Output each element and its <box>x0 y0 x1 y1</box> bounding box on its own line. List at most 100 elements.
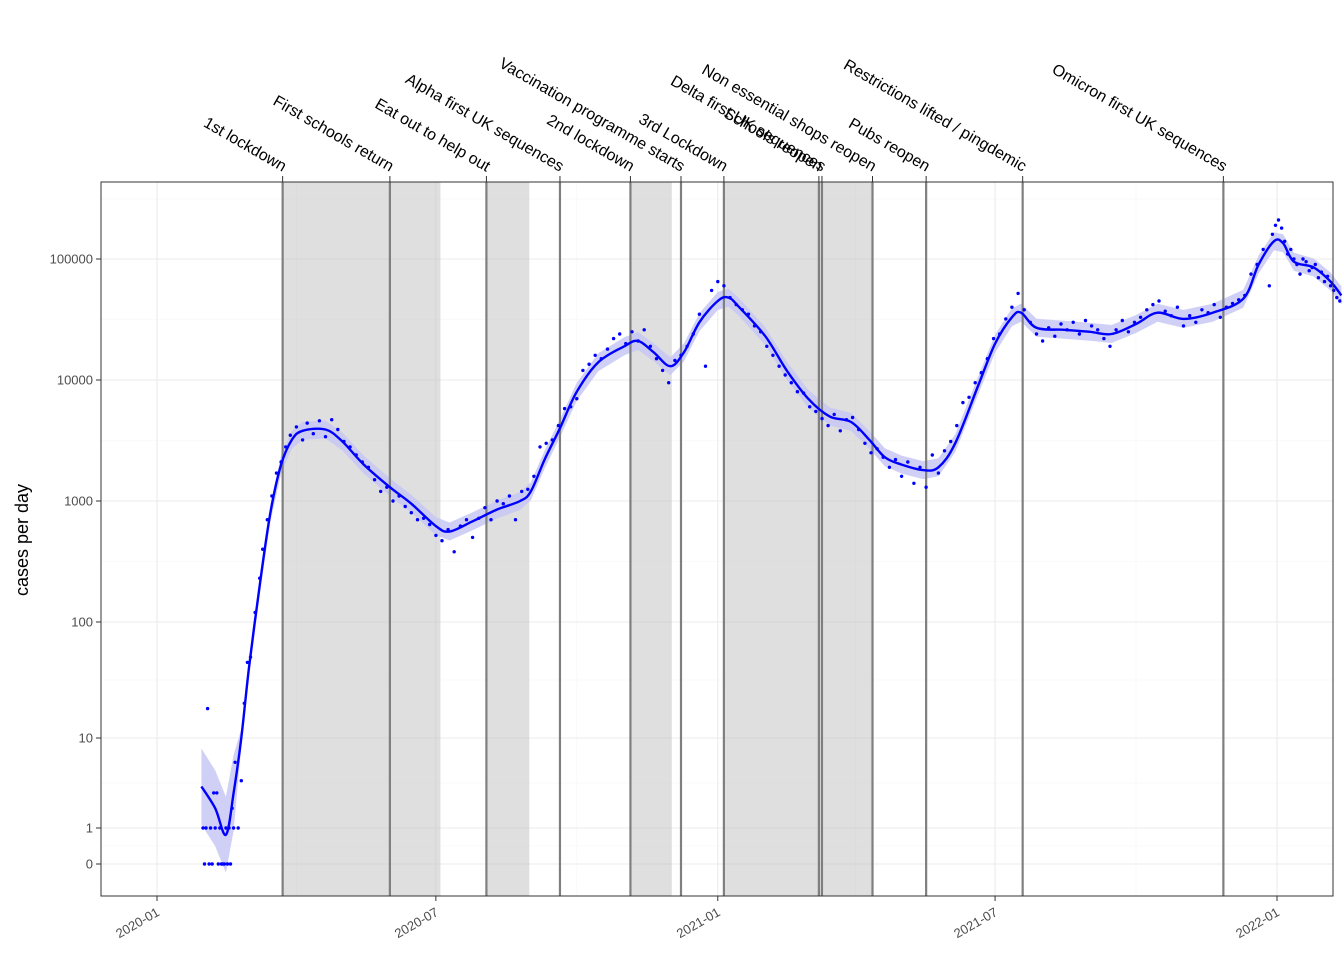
data-point <box>288 433 292 437</box>
data-point <box>967 395 971 399</box>
x-tick-label: 2020-07 <box>392 904 441 941</box>
data-point <box>372 478 377 482</box>
x-axis: 2020-01 2020-07 2021-01 2021-07 2022-01 <box>113 896 1282 941</box>
data-point <box>618 332 622 336</box>
data-point <box>210 862 214 866</box>
daily-case-points <box>201 218 1342 866</box>
data-point <box>1157 299 1161 303</box>
data-point <box>1328 284 1333 288</box>
data-point <box>544 441 548 445</box>
data-point <box>212 791 216 795</box>
smooth-line <box>200 238 1343 837</box>
data-point <box>1120 318 1125 323</box>
data-point <box>1175 305 1180 309</box>
data-point <box>765 344 769 348</box>
data-point <box>1071 320 1075 324</box>
data-point <box>716 279 720 284</box>
data-point <box>305 421 309 425</box>
data-point <box>1283 239 1287 243</box>
data-point <box>440 539 444 543</box>
data-point <box>1114 328 1118 332</box>
data-point <box>648 344 653 348</box>
data-point <box>205 706 210 711</box>
data-point <box>239 779 243 783</box>
data-point <box>949 439 953 444</box>
data-point <box>1273 223 1278 227</box>
data-point <box>434 533 438 538</box>
data-point <box>863 441 867 445</box>
data-point <box>1083 318 1088 323</box>
data-point <box>1289 247 1293 252</box>
shaded-period <box>282 182 441 896</box>
data-point <box>826 423 830 428</box>
data-point <box>642 328 646 332</box>
data-point <box>1016 291 1020 296</box>
data-point <box>1267 284 1272 288</box>
data-point <box>1218 315 1223 319</box>
data-point <box>532 474 536 478</box>
event-label: Vaccination programme starts <box>496 55 688 175</box>
data-point <box>973 381 977 385</box>
data-point <box>838 429 842 433</box>
data-point <box>893 457 898 462</box>
data-point <box>783 373 787 377</box>
data-point <box>507 494 512 498</box>
data-point <box>1004 317 1008 321</box>
data-point <box>222 862 227 866</box>
data-point <box>630 330 634 334</box>
data-point <box>1249 272 1253 276</box>
data-point <box>1040 339 1045 343</box>
data-point <box>1053 334 1057 338</box>
data-point <box>215 791 219 795</box>
data-point <box>207 862 211 866</box>
data-point <box>961 400 965 405</box>
y-tick-label: 100 <box>71 615 93 630</box>
data-point <box>1022 308 1026 312</box>
data-point <box>1145 308 1149 312</box>
data-point <box>955 423 959 428</box>
x-tick-label: 2021-01 <box>674 904 723 941</box>
data-point <box>930 453 934 457</box>
data-point <box>850 415 855 420</box>
data-point <box>526 487 530 491</box>
data-point <box>379 489 383 494</box>
data-point <box>204 826 208 830</box>
data-point <box>245 660 250 665</box>
data-point <box>1270 232 1275 236</box>
data-point <box>415 518 420 522</box>
data-point <box>1307 269 1311 273</box>
data-point <box>832 412 836 417</box>
data-point <box>1316 276 1321 280</box>
data-point <box>1096 328 1100 332</box>
y-tick-label: 10000 <box>57 373 93 388</box>
y-axis-title: cases per day <box>12 484 32 596</box>
data-point <box>330 418 334 422</box>
data-point <box>1338 299 1342 303</box>
data-point <box>1212 302 1216 307</box>
data-point <box>869 451 873 455</box>
data-point <box>1279 226 1284 230</box>
data-point <box>428 522 432 527</box>
data-point <box>495 499 499 503</box>
y-tick-label: 1 <box>86 821 93 836</box>
event-tick-marks <box>282 176 1224 182</box>
data-point <box>777 364 781 368</box>
data-point <box>208 826 213 830</box>
x-tick-label: 2022-01 <box>1233 904 1282 941</box>
data-point <box>1034 332 1039 336</box>
y-tick-label: 0 <box>86 857 93 872</box>
data-point <box>1138 315 1143 319</box>
data-point <box>213 826 217 830</box>
data-point <box>1200 308 1204 312</box>
data-point <box>587 362 591 366</box>
smoothed-trend-line <box>200 238 1343 837</box>
data-point <box>991 336 996 341</box>
data-point <box>918 465 922 469</box>
data-point <box>409 511 413 515</box>
data-point <box>605 347 610 351</box>
data-point <box>611 336 616 341</box>
x-tick-label: 2020-01 <box>113 904 162 941</box>
data-point <box>912 481 916 485</box>
